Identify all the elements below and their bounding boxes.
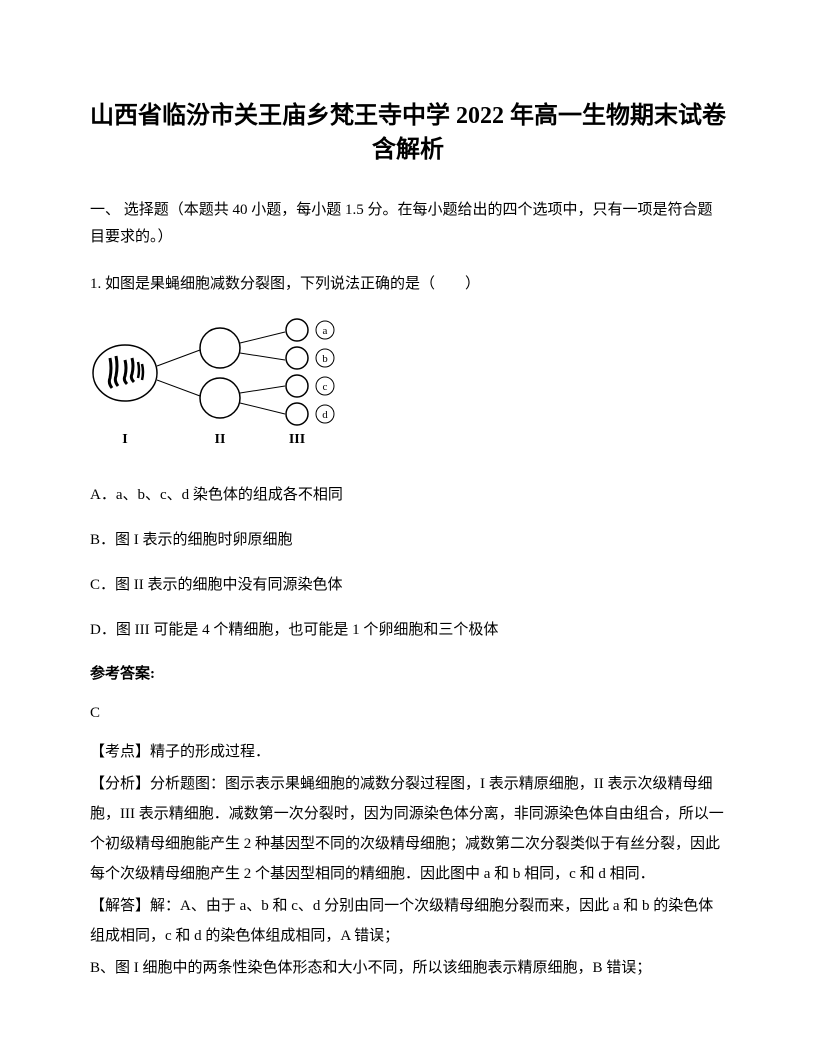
answer-letter: C <box>90 701 726 725</box>
stage2-label: II <box>215 432 226 447</box>
explanation-jieda-a: 【解答】解：A、由于 a、b 和 c、d 分别由同一个次级精母细胞分裂而来，因此… <box>90 891 726 951</box>
diagram-svg: a b c d I II III <box>90 318 370 448</box>
option-b: B．图 I 表示的细胞时卵原细胞 <box>90 527 726 554</box>
question-text: 1. 如图是果蝇细胞减数分裂图，下列说法正确的是（ ） <box>90 271 726 298</box>
answer-label: 参考答案: <box>90 662 726 686</box>
explanation-jieda-b: B、图 I 细胞中的两条性染色体形态和大小不同，所以该细胞表示精原细胞，B 错误… <box>90 953 726 983</box>
option-d: D．图 III 可能是 4 个精细胞，也可能是 1 个卵细胞和三个极体 <box>90 617 726 644</box>
output-a-label: a <box>323 325 328 337</box>
meiosis-diagram: a b c d I II III <box>90 318 726 457</box>
page-title: 山西省临汾市关王庙乡梵王寺中学 2022 年高一生物期末试卷含解析 <box>90 100 726 167</box>
stage3-label: III <box>289 432 305 447</box>
output-b-label: b <box>322 353 328 365</box>
explanation-fenxi: 【分析】分析题图：图示表示果蝇细胞的减数分裂过程图，I 表示精原细胞，II 表示… <box>90 769 726 889</box>
option-a: A．a、b、c、d 染色体的组成各不相同 <box>90 482 726 509</box>
explanation-kaodian: 【考点】精子的形成过程． <box>90 737 726 767</box>
section-header: 一、 选择题（本题共 40 小题，每小题 1.5 分。在每小题给出的四个选项中，… <box>90 197 726 251</box>
stage1-label: I <box>122 432 127 447</box>
option-c: C．图 II 表示的细胞中没有同源染色体 <box>90 572 726 599</box>
output-c-label: c <box>323 381 328 393</box>
output-d-label: d <box>322 409 328 421</box>
